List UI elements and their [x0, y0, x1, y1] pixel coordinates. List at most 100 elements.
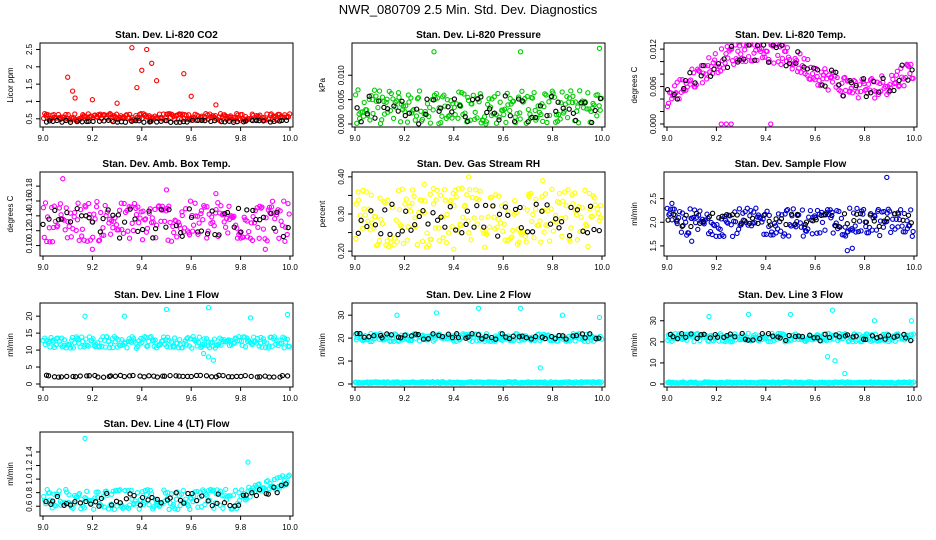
- data-point: [408, 95, 414, 101]
- data-point: [283, 117, 290, 124]
- data-point: [474, 221, 481, 227]
- data-point: [568, 88, 574, 94]
- data-point: [64, 209, 70, 216]
- data-point: [842, 74, 848, 81]
- data-point: [121, 219, 128, 225]
- data-point: [738, 220, 744, 226]
- data-point: [393, 217, 399, 223]
- data-point: [455, 115, 461, 121]
- y-tick-label: 0.40: [337, 169, 346, 185]
- data-point: [158, 207, 165, 213]
- outlier-point: [129, 45, 135, 51]
- data-point: [459, 230, 465, 236]
- data-point: [493, 192, 499, 198]
- data-point: [63, 486, 69, 493]
- data-point: [107, 373, 114, 379]
- data-point: [204, 493, 210, 499]
- data-point: [179, 345, 185, 351]
- data-point: [807, 332, 813, 338]
- data-point: [814, 230, 820, 236]
- data-point: [90, 118, 96, 125]
- data-point: [97, 111, 103, 117]
- data-point: [836, 223, 842, 230]
- data-point: [404, 237, 410, 243]
- data-point: [353, 201, 359, 207]
- data-point: [167, 372, 173, 379]
- data-point: [253, 492, 260, 499]
- data-point: [71, 209, 78, 216]
- data-point: [676, 208, 683, 215]
- data-point: [517, 116, 523, 122]
- data-point: [810, 218, 816, 224]
- data-point: [865, 230, 872, 236]
- data-point: [591, 102, 597, 108]
- outlier-point: [421, 181, 427, 187]
- data-point: [409, 200, 415, 207]
- data-point: [887, 81, 893, 88]
- data-point: [58, 216, 64, 222]
- data-point: [558, 100, 564, 106]
- data-point: [376, 237, 383, 244]
- data-point: [126, 373, 133, 379]
- data-point: [788, 337, 794, 343]
- y-tick-label: 2: [25, 64, 34, 69]
- data-point: [142, 216, 149, 222]
- data-point: [501, 111, 507, 118]
- data-point: [280, 233, 287, 240]
- data-point: [56, 488, 62, 494]
- data-point: [853, 82, 859, 89]
- plot-frame: [39, 171, 294, 257]
- data-point: [702, 62, 708, 69]
- data-point: [586, 190, 593, 197]
- x-tick-label: 10.0: [594, 134, 610, 143]
- data-point: [594, 206, 600, 212]
- x-tick-label: 10.0: [282, 523, 298, 532]
- data-point: [855, 95, 861, 101]
- data-point: [548, 206, 554, 212]
- data-point: [231, 224, 237, 230]
- data-point: [670, 333, 676, 340]
- data-point: [495, 216, 501, 223]
- data-point: [461, 91, 467, 97]
- data-point: [376, 98, 382, 104]
- y-tick-label: 0: [337, 381, 346, 386]
- data-point: [408, 333, 415, 339]
- data-point: [539, 208, 545, 214]
- data-point: [790, 206, 796, 212]
- data-point: [598, 379, 605, 385]
- data-point: [434, 95, 441, 101]
- data-point: [829, 79, 836, 85]
- data-point: [462, 114, 468, 120]
- data-point: [493, 336, 499, 342]
- data-point: [104, 490, 110, 497]
- y-tick-label: 10: [25, 345, 34, 354]
- data-point: [357, 212, 363, 219]
- data-point: [528, 190, 534, 197]
- data-point: [884, 218, 890, 225]
- data-point: [580, 228, 586, 234]
- y-tick-label: 15: [25, 328, 34, 337]
- data-point: [403, 103, 409, 109]
- data-point: [427, 191, 433, 197]
- data-point: [484, 109, 490, 116]
- data-point: [93, 204, 100, 210]
- data-point: [177, 497, 184, 504]
- data-point: [885, 332, 892, 338]
- data-point: [167, 219, 173, 226]
- data-point: [161, 373, 168, 379]
- data-point: [539, 334, 545, 340]
- data-point: [891, 87, 897, 94]
- data-point: [70, 505, 76, 511]
- data-point: [73, 227, 79, 234]
- data-point: [687, 206, 693, 212]
- data-point: [198, 228, 205, 234]
- data-point: [398, 223, 404, 229]
- y-axis-label: ml/min: [6, 333, 15, 357]
- series-cycle: [40, 305, 293, 363]
- data-point: [779, 55, 786, 62]
- data-point: [168, 339, 175, 345]
- data-point: [168, 238, 175, 244]
- data-point: [422, 198, 428, 204]
- data-point: [354, 330, 360, 337]
- data-point: [493, 120, 500, 126]
